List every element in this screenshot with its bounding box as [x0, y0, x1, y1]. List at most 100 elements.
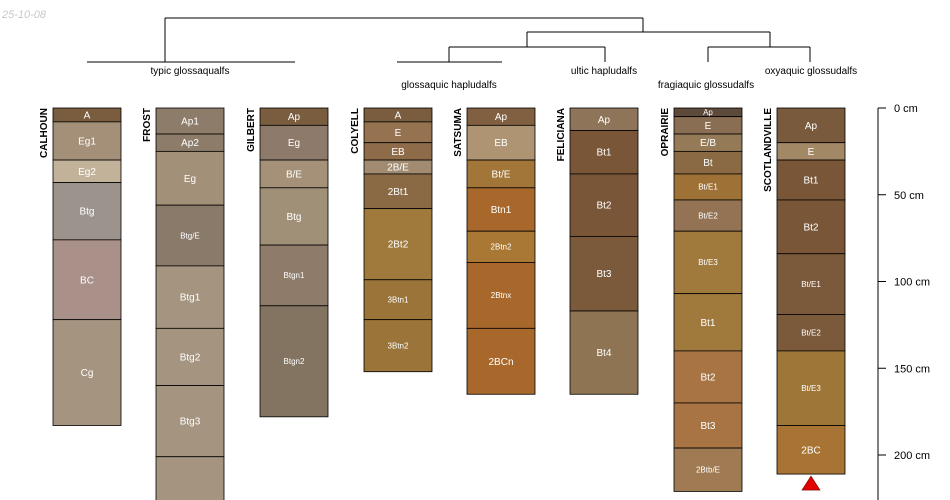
horizon-label: Bt: [703, 158, 713, 169]
profiles: A Eg1 Eg2 Btg BC Cg CALHOUN Ap1 Ap2 Eg Btg/E Btg1 Bt…: [39, 107, 846, 500]
horizon-frost-5: [155, 327, 225, 387]
profile-colyell: AE EB 2B/E 2Bt1 2Bt2 3Btn1 3Btn2 COLYELL: [350, 107, 433, 373]
horizon-label: 2Btnx: [491, 291, 511, 300]
horizon-label: 2Bt2: [388, 240, 409, 251]
horizon-label: Ap: [703, 108, 713, 117]
profile-name-colyell: COLYELL: [350, 108, 361, 154]
axis-tick-label: 150 cm: [894, 363, 930, 375]
horizon-satsuma-6: [466, 327, 536, 395]
horizon-label: Bt/E3: [801, 384, 821, 393]
axis-tick-label: 100 cm: [894, 277, 930, 289]
horizon-gilbert-3: [259, 187, 329, 246]
horizon-scotlandville-3: [776, 199, 846, 255]
horizon-label: Eg1: [78, 136, 96, 147]
horizon-label: Cg: [81, 368, 94, 379]
horizon-label: Bt1: [596, 148, 611, 159]
horizon-gilbert-4: [259, 244, 329, 307]
horizon-satsuma-1: [466, 124, 536, 161]
profile-name-gilbert: GILBERT: [246, 108, 257, 152]
axis-tick-label: 200 cm: [894, 450, 930, 462]
horizon-calhoun-4: [52, 239, 122, 321]
profile-name-oprairie: OPRAIRIE: [660, 108, 671, 157]
horizon-label: EB: [391, 147, 405, 158]
horizon-frost-7: [155, 456, 225, 500]
horizon-calhoun-3: [52, 182, 122, 241]
horizon-label: 3Btn1: [388, 296, 409, 305]
horizon-label: Bt1: [803, 176, 818, 187]
horizon-label: A: [84, 110, 91, 121]
horizon-label: Bt4: [596, 348, 611, 359]
horizon-label: Bt/E1: [801, 280, 821, 289]
group-label-fragiaquic-glossudalfs: fragiaquic glossudalfs: [658, 80, 754, 91]
horizon-label: Btg2: [180, 352, 201, 363]
horizon-label: E/B: [700, 138, 716, 149]
profile-name-frost: FROST: [142, 108, 153, 142]
profile-gilbert: Ap Eg B/E Btg Btgn1 Btgn2 GILBERT: [246, 107, 329, 418]
group-label-ultic-hapludalfs: ultic hapludalfs: [571, 66, 637, 77]
horizon-oprairie-10: [673, 447, 743, 492]
horizon-label: E: [808, 147, 815, 158]
horizon-label: Bt2: [700, 372, 715, 383]
horizon-scotlandville-6: [776, 350, 846, 426]
horizon-label: A: [395, 110, 402, 121]
horizon-gilbert-2: [259, 159, 329, 189]
horizon-label: Bt/E: [492, 169, 511, 180]
horizon-label: Bt3: [596, 269, 611, 280]
profile-calhoun: A Eg1 Eg2 Btg BC Cg CALHOUN: [39, 107, 122, 426]
horizon-feliciana-1: [569, 130, 639, 175]
horizon-frost-2: [155, 150, 225, 206]
axis-tick-label: 0 cm: [894, 103, 918, 115]
group-label-typic-glossaqualfs: typic glossaqualfs: [151, 66, 230, 77]
horizon-oprairie-6: [673, 230, 743, 295]
horizon-scotlandville-2: [776, 159, 846, 201]
horizon-oprairie-9: [673, 402, 743, 449]
horizon-label: Btg3: [180, 417, 201, 428]
profile-name-scotlandville: SCOTLANDVILLE: [763, 108, 774, 192]
depth-marker-triangle: [801, 475, 821, 491]
horizon-label: Bt1: [700, 318, 715, 329]
depth-axis: 0 cm 50 cm 100 cm 150 cm 200 cm: [877, 103, 930, 500]
horizon-frost-0: [155, 107, 225, 135]
axis-tick-label: 50 cm: [894, 190, 924, 202]
horizon-label: Bt/E2: [698, 211, 718, 220]
horizon-label: Bt/E2: [801, 328, 821, 337]
profile-oprairie: Ap E E/B Bt Bt/E1 Bt/E2 Bt/E3 Bt1 Bt2 Bt3 2Btb/E OP…: [660, 107, 743, 492]
horizon-colyell-7: [363, 319, 433, 373]
horizon-label: Eg2: [78, 167, 96, 178]
horizon-label: Bt/E1: [698, 183, 718, 192]
profile-satsuma: Ap EB Bt/E Btn1 2Btn2 2Btnx 2BCn SATSUMA: [453, 107, 536, 395]
horizon-colyell-4: [363, 173, 433, 210]
horizon-calhoun-1: [52, 121, 122, 161]
horizon-label: Ap: [805, 121, 818, 132]
horizon-label: Bt2: [803, 222, 818, 233]
horizon-calhoun-5: [52, 319, 122, 426]
horizon-label: 3Btn2: [388, 341, 409, 350]
profile-name-satsuma: SATSUMA: [453, 108, 464, 157]
horizon-label: Ap: [288, 112, 301, 123]
horizon-label: 2B/E: [387, 162, 409, 173]
horizon-label: Bt2: [596, 201, 611, 212]
dendrogram: [87, 17, 811, 63]
profile-feliciana: Ap Bt1 Bt2 Bt3 Bt4 FELICIANA: [556, 107, 639, 395]
profile-frost: Ap1 Ap2 Eg Btg/E Btg1 Btg2 Btg3 FROST: [142, 107, 225, 500]
profile-name-calhoun: CALHOUN: [39, 108, 50, 158]
horizon-label: Btg1: [180, 293, 201, 304]
horizon-frost-3: [155, 204, 225, 267]
horizon-label: Ap2: [181, 138, 199, 149]
profile-name-feliciana: FELICIANA: [556, 108, 567, 161]
horizon-label: 2Bt1: [388, 187, 409, 198]
horizon-label: B/E: [286, 169, 302, 180]
horizon-label: Bt3: [700, 421, 715, 432]
horizon-label: E: [705, 121, 712, 132]
horizon-oprairie-4: [673, 173, 743, 201]
horizon-label: Btg: [286, 212, 301, 223]
horizon-label: Btgn1: [284, 271, 305, 280]
horizon-label: Ap1: [181, 117, 199, 128]
horizon-label: Eg: [184, 174, 196, 185]
horizon-label: Btg: [79, 207, 94, 218]
horizon-oprairie-5: [673, 199, 743, 232]
horizon-scotlandville-5: [776, 314, 846, 352]
horizon-oprairie-8: [673, 350, 743, 404]
horizon-colyell-5: [363, 208, 433, 281]
date-stamp: 25-10-08: [1, 9, 47, 21]
